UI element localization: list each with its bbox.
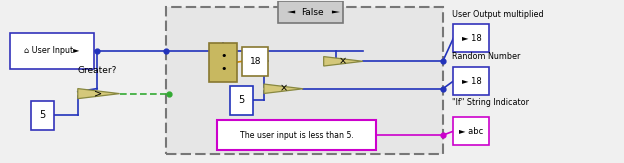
Text: •: • — [220, 64, 227, 74]
FancyBboxPatch shape — [278, 1, 343, 23]
FancyBboxPatch shape — [31, 101, 54, 130]
FancyBboxPatch shape — [453, 24, 489, 52]
Text: The user input is less than 5.: The user input is less than 5. — [240, 131, 354, 140]
Text: Random Number: Random Number — [452, 52, 520, 61]
Text: ×: × — [280, 84, 288, 94]
Text: ► 18: ► 18 — [462, 34, 481, 43]
FancyBboxPatch shape — [230, 86, 253, 115]
Text: False: False — [301, 7, 324, 16]
Polygon shape — [332, 11, 340, 14]
Text: 18: 18 — [250, 57, 261, 66]
FancyBboxPatch shape — [217, 120, 376, 150]
FancyBboxPatch shape — [453, 67, 489, 95]
Text: 5: 5 — [39, 111, 46, 120]
Polygon shape — [78, 89, 120, 99]
FancyBboxPatch shape — [10, 33, 94, 69]
Polygon shape — [324, 57, 363, 66]
FancyBboxPatch shape — [242, 47, 268, 76]
Text: 5: 5 — [238, 95, 245, 105]
Text: >: > — [94, 89, 102, 99]
Text: ► abc: ► abc — [459, 127, 484, 136]
FancyBboxPatch shape — [166, 7, 443, 154]
Text: ×: × — [339, 56, 347, 66]
Text: ► 18: ► 18 — [462, 77, 481, 86]
Text: "If" String Indicator: "If" String Indicator — [452, 98, 529, 107]
FancyBboxPatch shape — [209, 43, 237, 82]
Polygon shape — [264, 84, 303, 94]
FancyBboxPatch shape — [453, 117, 489, 145]
Text: Greater?: Greater? — [77, 67, 117, 75]
Text: ⌂ User Input►: ⌂ User Input► — [24, 46, 80, 55]
Polygon shape — [287, 11, 295, 14]
Text: User Output multiplied: User Output multiplied — [452, 10, 544, 19]
Text: •: • — [220, 51, 227, 61]
